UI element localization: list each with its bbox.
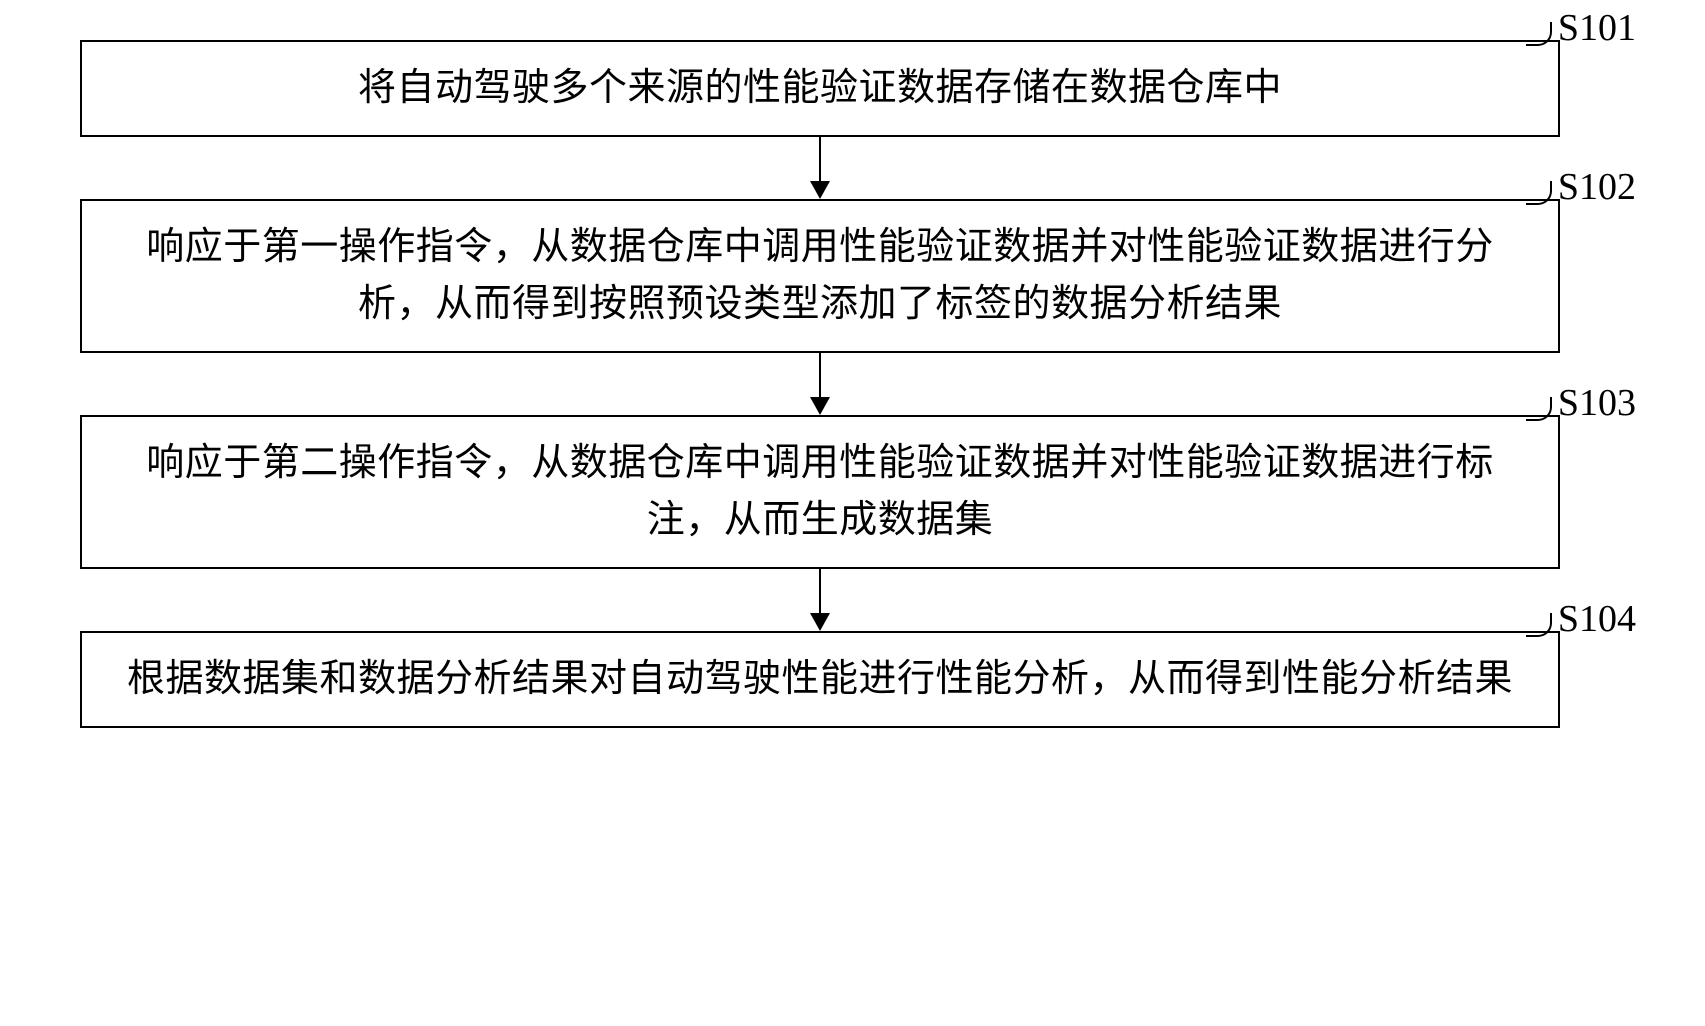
flow-step: S103 响应于第二操作指令，从数据仓库中调用性能验证数据并对性能验证数据进行标…	[40, 415, 1600, 569]
arrow-head-icon	[810, 397, 830, 415]
step-tag: S104	[1558, 597, 1636, 641]
flow-box-text: 响应于第二操作指令，从数据仓库中调用性能验证数据并对性能验证数据进行标注，从而生…	[146, 442, 1494, 541]
flow-box: 响应于第一操作指令，从数据仓库中调用性能验证数据并对性能验证数据进行分析，从而得…	[80, 199, 1560, 353]
flow-box-text: 响应于第一操作指令，从数据仓库中调用性能验证数据并对性能验证数据进行分析，从而得…	[146, 226, 1494, 325]
arrow-head-icon	[810, 181, 830, 199]
flow-arrow	[810, 137, 830, 199]
flow-step: S102 响应于第一操作指令，从数据仓库中调用性能验证数据并对性能验证数据进行分…	[40, 199, 1600, 353]
arrow-head-icon	[810, 613, 830, 631]
flowchart-container: S101 将自动驾驶多个来源的性能验证数据存储在数据仓库中 S102 响应于第一…	[40, 40, 1600, 728]
step-tag-label: S101	[1558, 7, 1636, 49]
flow-box: 响应于第二操作指令，从数据仓库中调用性能验证数据并对性能验证数据进行标注，从而生…	[80, 415, 1560, 569]
step-tag-label: S104	[1558, 598, 1636, 640]
flow-box: 将自动驾驶多个来源的性能验证数据存储在数据仓库中	[80, 40, 1560, 137]
step-tag: S101	[1558, 6, 1636, 50]
arrow-line-icon	[819, 569, 821, 613]
arrow-line-icon	[819, 353, 821, 397]
step-tag-label: S103	[1558, 382, 1636, 424]
flow-arrow	[810, 569, 830, 631]
flow-box: 根据数据集和数据分析结果对自动驾驶性能进行性能分析，从而得到性能分析结果	[80, 631, 1560, 728]
step-tag-label: S102	[1558, 166, 1636, 208]
step-tag: S102	[1558, 165, 1636, 209]
flow-arrow	[810, 353, 830, 415]
flow-box-text: 根据数据集和数据分析结果对自动驾驶性能进行性能分析，从而得到性能分析结果	[127, 658, 1513, 700]
flow-step: S101 将自动驾驶多个来源的性能验证数据存储在数据仓库中	[40, 40, 1600, 137]
flow-box-text: 将自动驾驶多个来源的性能验证数据存储在数据仓库中	[358, 67, 1282, 109]
flow-step: S104 根据数据集和数据分析结果对自动驾驶性能进行性能分析，从而得到性能分析结…	[40, 631, 1600, 728]
step-tag: S103	[1558, 381, 1636, 425]
arrow-line-icon	[819, 137, 821, 181]
